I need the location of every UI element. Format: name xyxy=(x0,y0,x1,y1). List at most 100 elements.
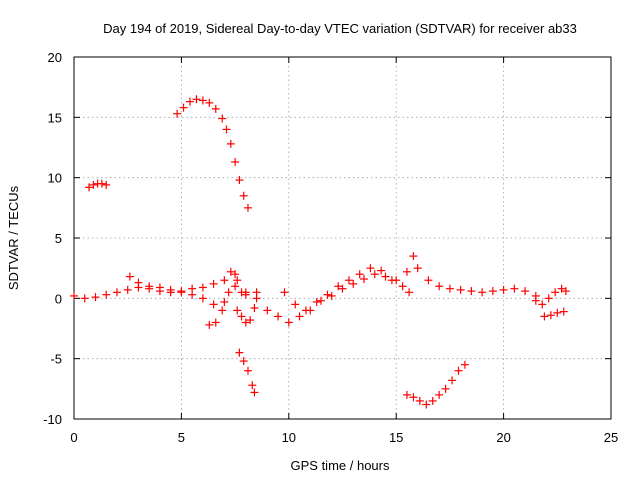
data-point xyxy=(435,282,444,291)
data-point xyxy=(112,288,121,297)
data-point xyxy=(456,285,465,294)
data-point xyxy=(102,290,111,299)
x-tick-label: 25 xyxy=(604,430,618,445)
data-point xyxy=(312,297,321,306)
data-point xyxy=(198,294,207,303)
data-point xyxy=(349,279,358,288)
data-point xyxy=(239,357,248,366)
series-arc-falling xyxy=(233,303,259,327)
data-point xyxy=(531,296,540,305)
data-point xyxy=(366,264,375,273)
data-point xyxy=(80,294,89,303)
y-tick-label: 10 xyxy=(48,171,62,186)
data-point xyxy=(561,287,570,296)
data-point xyxy=(499,285,508,294)
data-point xyxy=(291,300,300,309)
data-point xyxy=(327,291,336,300)
data-point xyxy=(301,306,310,315)
data-point xyxy=(233,276,242,285)
data-point xyxy=(209,279,218,288)
data-point xyxy=(91,293,100,302)
data-point xyxy=(405,288,414,297)
data-point xyxy=(557,284,566,293)
series-arc-late-neg xyxy=(402,360,469,409)
data-point xyxy=(252,294,261,303)
data-point xyxy=(235,176,244,185)
x-tick-label: 20 xyxy=(496,430,510,445)
grid xyxy=(74,57,611,419)
data-point xyxy=(295,312,304,321)
data-point xyxy=(467,287,476,296)
chart-title: Day 194 of 2019, Sidereal Day-to-day VTE… xyxy=(103,21,577,36)
data-point xyxy=(250,303,259,312)
data-point xyxy=(231,157,240,166)
data-point xyxy=(448,376,457,385)
data-point xyxy=(422,400,431,409)
data-point xyxy=(155,283,164,292)
data-point xyxy=(222,125,231,134)
data-point xyxy=(553,308,562,317)
data-point xyxy=(243,203,252,212)
data-point xyxy=(424,276,433,285)
data-point xyxy=(381,272,390,281)
data-point xyxy=(538,300,547,309)
data-point xyxy=(344,276,353,285)
series-arc-low-dip xyxy=(205,270,246,329)
y-axis: -10 -5 0 5 10 15 20 xyxy=(43,50,611,427)
data-point xyxy=(559,307,568,316)
x-axis-label: GPS time / hours xyxy=(291,458,390,473)
data-point xyxy=(166,285,175,294)
data-point xyxy=(185,97,194,106)
data-point xyxy=(280,288,289,297)
data-point xyxy=(398,282,407,291)
x-axis: 0 5 10 15 20 25 xyxy=(70,57,618,445)
plot-frame xyxy=(73,56,612,420)
data-point xyxy=(359,275,368,284)
data-point xyxy=(188,290,197,299)
data-point xyxy=(334,282,343,291)
data-point xyxy=(209,300,218,309)
series-arc-low-neg xyxy=(235,348,259,397)
data-point xyxy=(263,306,272,315)
data-point xyxy=(460,360,469,369)
y-tick-label: 15 xyxy=(48,110,62,125)
y-axis-label: SDTVAR / TECUs xyxy=(6,185,21,290)
data-point xyxy=(409,252,418,261)
x-tick-label: 10 xyxy=(282,430,296,445)
data-point xyxy=(435,390,444,399)
data-point xyxy=(224,288,233,297)
data-point xyxy=(89,180,98,189)
y-tick-label: -5 xyxy=(50,352,62,367)
data-point xyxy=(323,290,332,299)
data-point xyxy=(102,180,111,189)
data-point xyxy=(445,284,454,293)
y-tick-label: 0 xyxy=(55,291,62,306)
data-point xyxy=(218,306,227,315)
data-point xyxy=(198,96,207,105)
data-point xyxy=(540,312,549,321)
series-arc-mid-day xyxy=(252,252,540,327)
data-point xyxy=(226,139,235,148)
series-arc-high xyxy=(173,95,252,212)
data-point xyxy=(454,366,463,375)
data-point xyxy=(546,311,555,320)
data-point xyxy=(355,270,364,279)
data-point xyxy=(241,318,250,327)
data-point xyxy=(488,287,497,296)
x-tick-label: 15 xyxy=(389,430,403,445)
data-point xyxy=(284,318,293,327)
data-point xyxy=(233,306,242,315)
data-point xyxy=(544,294,553,303)
y-tick-label: 20 xyxy=(48,50,62,65)
x-tick-label: 0 xyxy=(70,430,77,445)
data-point xyxy=(177,288,186,297)
data-point xyxy=(70,291,78,300)
data-point xyxy=(478,288,487,297)
series-arc-late xyxy=(531,284,570,309)
data-point xyxy=(246,316,255,325)
data-points xyxy=(70,95,570,409)
data-point xyxy=(179,103,188,112)
data-point xyxy=(218,114,227,123)
data-point xyxy=(402,390,411,399)
